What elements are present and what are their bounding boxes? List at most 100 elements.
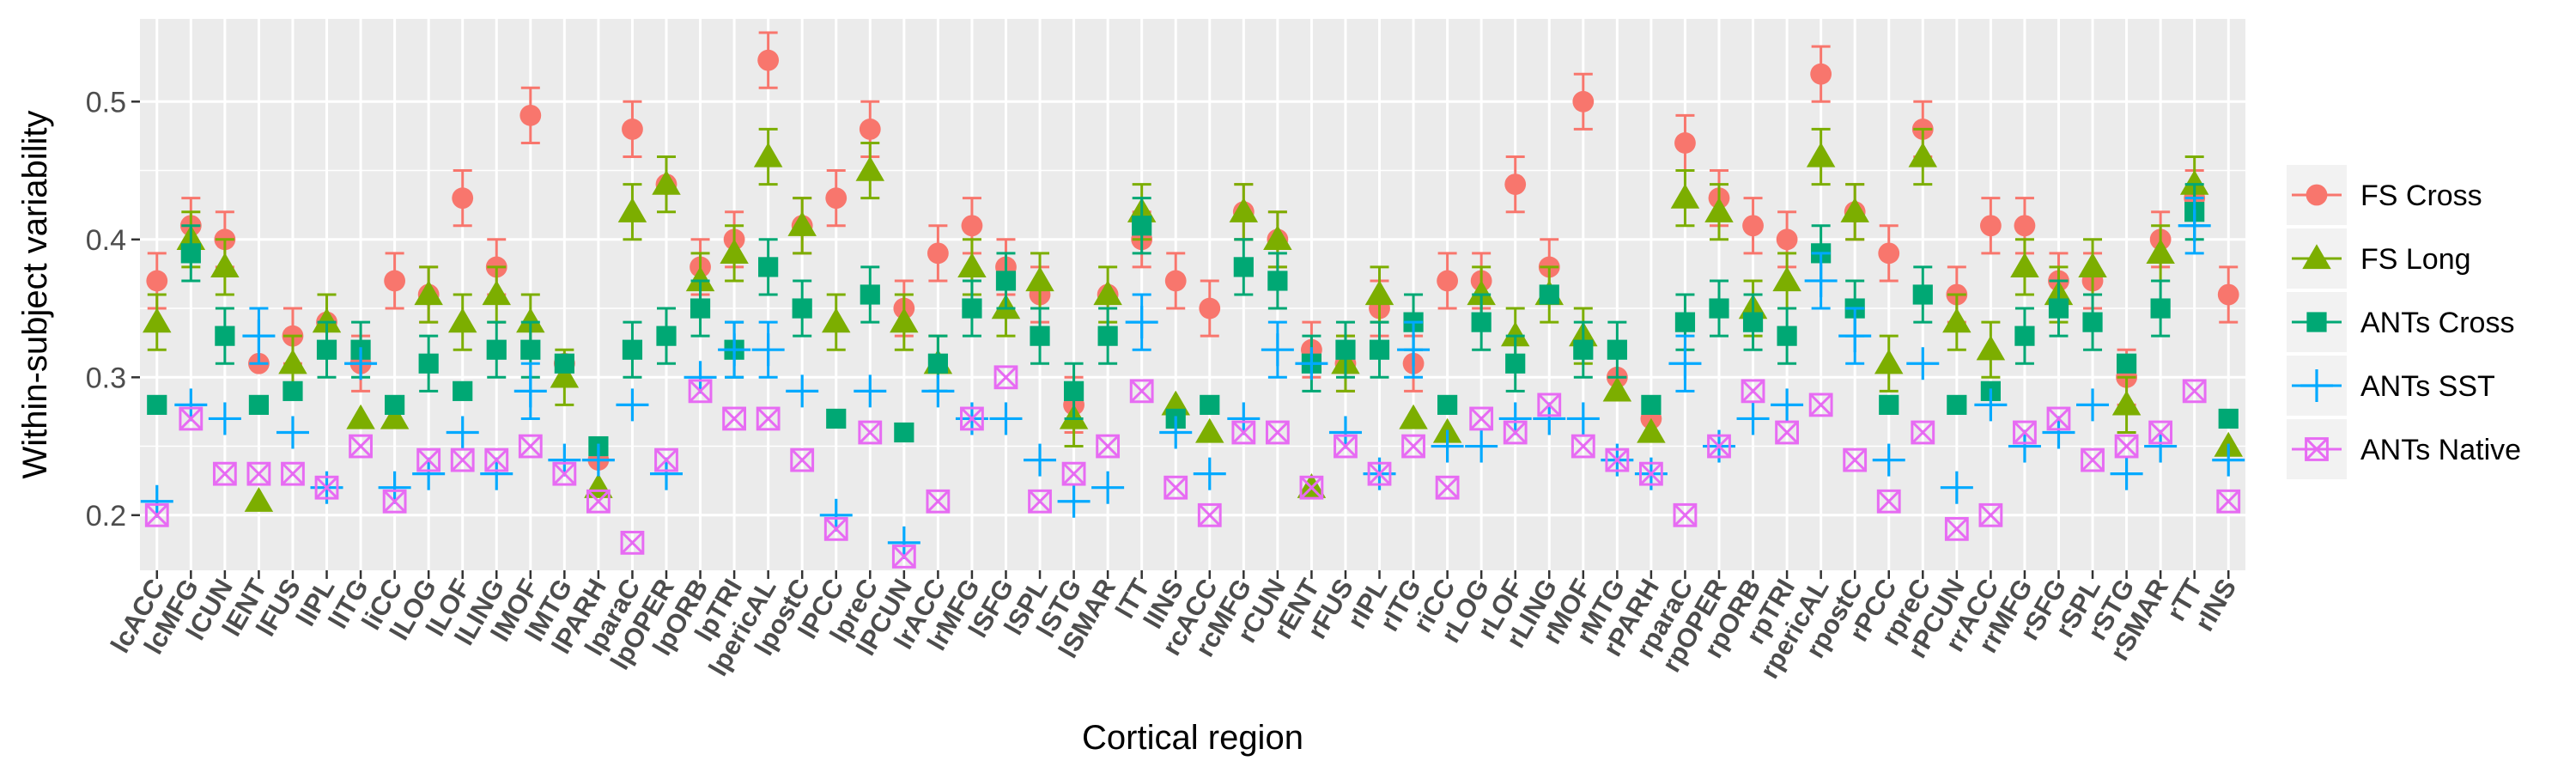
- data-point: [1912, 284, 1933, 305]
- legend-label: FS Cross: [2360, 180, 2482, 212]
- legend: FS Cross FS Long ANTs Cross ANTs SST ANTs Na…: [2287, 165, 2521, 479]
- data-point: [281, 461, 305, 486]
- data-point: [1267, 271, 1288, 291]
- data-point: [2212, 443, 2245, 477]
- data-point: [960, 406, 984, 431]
- data-point: [1504, 173, 1527, 196]
- data-point: [786, 374, 819, 408]
- data-point: [143, 307, 172, 333]
- data-point: [1193, 457, 1226, 490]
- data-point: [1872, 443, 1905, 477]
- data-point: [2146, 239, 2175, 264]
- data-point: [1025, 266, 1054, 292]
- data-point: [1810, 63, 1832, 85]
- data-point: [722, 406, 746, 431]
- data-point: [2014, 326, 2035, 346]
- data-point: [1231, 420, 1256, 445]
- data-point: [283, 380, 303, 401]
- data-point: [244, 487, 274, 512]
- data-point: [242, 320, 276, 353]
- legend-marker: [2305, 437, 2329, 461]
- data-point: [616, 388, 649, 422]
- data-point: [380, 404, 410, 429]
- data-point: [858, 420, 883, 445]
- legend-item: FS Cross: [2287, 165, 2482, 225]
- data-point: [1571, 434, 1595, 459]
- data-point: [385, 394, 405, 415]
- y-tick-label: 0.5: [86, 86, 126, 119]
- data-point: [718, 333, 751, 367]
- data-point: [2048, 298, 2069, 319]
- data-point: [1295, 347, 1328, 380]
- data-point: [1539, 284, 1559, 305]
- data-point: [418, 353, 439, 374]
- data-point: [144, 502, 169, 527]
- y-axis-title: Within-subject variability: [16, 110, 54, 478]
- y-tick-label: 0.2: [86, 500, 126, 533]
- data-point: [1431, 429, 1464, 463]
- data-point: [1335, 339, 1356, 360]
- data-point: [1566, 402, 1600, 435]
- data-point: [1879, 394, 1899, 415]
- legend-marker: [2300, 369, 2333, 402]
- data-point: [894, 422, 914, 443]
- data-point: [2218, 408, 2239, 429]
- data-point: [1806, 142, 1836, 167]
- data-point: [758, 257, 779, 277]
- legend-label: ANTs Cross: [2360, 307, 2514, 339]
- data-point: [416, 447, 441, 472]
- data-point: [1437, 394, 1458, 415]
- data-point: [1843, 447, 1868, 472]
- data-point: [382, 489, 407, 514]
- data-point: [859, 119, 881, 140]
- data-point: [1707, 434, 1731, 459]
- data-point: [2116, 353, 2137, 374]
- data-point: [2042, 416, 2075, 449]
- data-point: [819, 498, 853, 532]
- data-point: [1057, 484, 1091, 518]
- data-point: [2148, 420, 2173, 445]
- data-point: [1465, 429, 1498, 463]
- data-point: [1061, 461, 1086, 486]
- data-point: [690, 298, 711, 319]
- data-point: [1940, 471, 1973, 504]
- data-point: [2150, 298, 2171, 319]
- data-point: [1227, 402, 1261, 435]
- data-point: [1028, 489, 1052, 514]
- data-point: [276, 416, 309, 449]
- data-point: [822, 307, 851, 333]
- data-point: [2081, 447, 2105, 472]
- data-point: [1367, 461, 1392, 486]
- data-point: [215, 326, 235, 346]
- data-point: [1906, 347, 1940, 380]
- data-point: [927, 242, 949, 265]
- data-point: [147, 394, 167, 415]
- data-point: [548, 443, 581, 477]
- data-point: [1299, 475, 1324, 500]
- data-point: [316, 339, 337, 360]
- data-point: [581, 443, 615, 477]
- data-point: [1674, 312, 1696, 332]
- data-point: [2013, 420, 2037, 445]
- data-point: [210, 253, 240, 278]
- data-point: [683, 361, 717, 394]
- data-point: [989, 402, 1023, 435]
- data-point: [1435, 475, 1460, 500]
- data-point: [550, 362, 580, 388]
- data-point: [1024, 443, 1057, 477]
- data-point: [790, 447, 815, 472]
- data-point: [349, 434, 373, 459]
- data-point: [1537, 393, 1562, 417]
- data-point: [1328, 416, 1362, 449]
- legend-item: ANTs Native: [2287, 419, 2521, 479]
- data-point: [140, 484, 173, 518]
- data-point: [1500, 321, 1530, 347]
- data-point: [344, 347, 378, 380]
- data-point: [552, 461, 577, 486]
- data-point: [825, 187, 848, 210]
- data-point: [1775, 420, 1799, 445]
- data-point: [384, 270, 406, 292]
- data-point: [1944, 516, 1969, 541]
- data-point: [622, 119, 643, 140]
- data-point: [1670, 183, 1700, 209]
